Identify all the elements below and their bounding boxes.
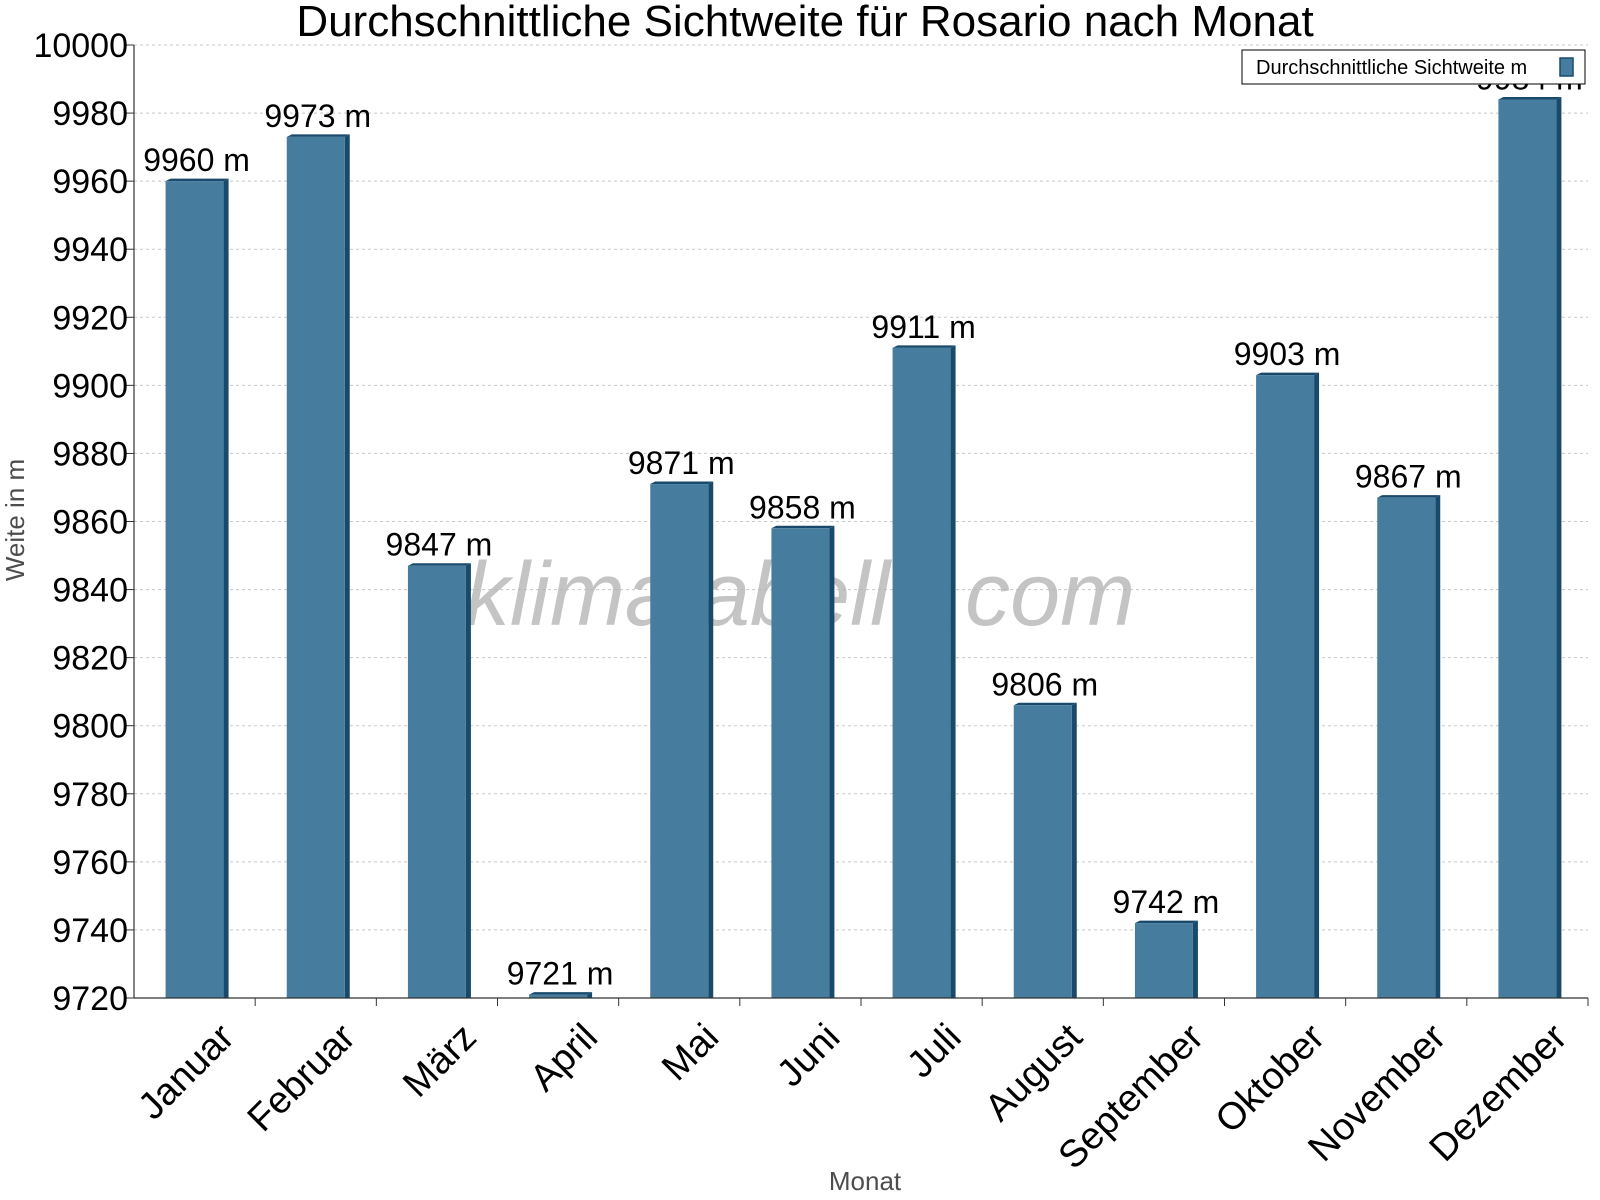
bar-top: [650, 481, 714, 485]
bar: [650, 484, 709, 999]
y-tick-label: 9900: [52, 367, 128, 405]
y-tick-label: 9720: [52, 980, 128, 1018]
data-label: 9867 m: [1355, 459, 1462, 495]
bar-top: [1377, 495, 1441, 498]
x-tick-label: Juli: [899, 1016, 969, 1086]
data-label: 9903 m: [1234, 336, 1341, 372]
bar-side: [465, 563, 471, 998]
bar-side: [1435, 495, 1441, 998]
y-tick-label: 9860: [52, 504, 128, 542]
data-label: 9742 m: [1113, 884, 1220, 920]
y-tick-label: 9780: [52, 776, 128, 814]
x-tick-label: Februar: [240, 1016, 364, 1140]
bar: [286, 136, 345, 998]
bar-top: [892, 345, 956, 348]
legend-swatch: [1559, 57, 1574, 77]
data-label: 9806 m: [991, 666, 1098, 702]
data-label: 9911 m: [871, 309, 975, 345]
bar: [1377, 497, 1436, 998]
y-tick-label: 9940: [52, 231, 128, 269]
bar-side: [708, 481, 714, 999]
bar-side: [1314, 372, 1320, 998]
bar: [165, 181, 224, 999]
bar-side: [1556, 96, 1562, 998]
data-label: 9960 m: [143, 142, 250, 178]
data-label: 9721 m: [507, 956, 614, 992]
x-tick-label: März: [395, 1016, 484, 1105]
bar-top: [1498, 96, 1562, 100]
bar: [892, 347, 951, 998]
y-tick-label: 9920: [52, 299, 128, 337]
y-tick-label: 9960: [52, 163, 128, 201]
y-tick-label: 9820: [52, 640, 128, 678]
x-tick-label: Mai: [654, 1016, 727, 1089]
legend-series-label: Durchschnittliche Sichtweite m: [1256, 57, 1527, 79]
bar-side: [587, 992, 593, 998]
legend: Durchschnittliche Sichtweite m: [1241, 49, 1586, 85]
bar-side: [223, 178, 229, 999]
y-axis-title: Weite in m: [0, 459, 30, 581]
bar: [1013, 705, 1072, 998]
bar: [1256, 375, 1315, 998]
data-label: 9858 m: [749, 489, 856, 525]
bar-top: [529, 992, 593, 995]
data-label: 9847 m: [386, 527, 493, 563]
bar-side: [344, 134, 350, 998]
bar: [771, 528, 830, 998]
y-tick-labels: 9720 9740 9760 9780 9800 9820 9840 9860 9880 9900…: [33, 27, 128, 1018]
y-tick-label: 9880: [52, 435, 128, 473]
y-tick-label: 9980: [52, 95, 128, 133]
bar-side: [1192, 920, 1198, 998]
bar-side: [950, 345, 956, 998]
bar: [1134, 923, 1193, 998]
gridlines: [134, 44, 1588, 931]
bar: [407, 565, 466, 998]
axes: [126, 44, 1589, 1006]
x-tick-label: April: [522, 1016, 605, 1099]
x-tick-label: Juni: [769, 1016, 848, 1095]
y-tick-label: 10000: [33, 27, 128, 65]
bar: [1498, 99, 1557, 998]
x-tick-label: Oktober: [1208, 1016, 1334, 1142]
bar-top: [165, 178, 229, 182]
x-tick-label: August: [977, 1016, 1091, 1130]
bar-top: [1013, 702, 1077, 706]
x-tick-label: Januar: [131, 1016, 243, 1128]
chart-title: Durchschnittliche Sichtweite für Rosario…: [296, 0, 1313, 46]
bar-side: [1071, 702, 1077, 998]
data-label: 9973 m: [264, 98, 371, 134]
y-tick-label: 9800: [52, 708, 128, 746]
y-tick-label: 9740: [52, 912, 128, 950]
bar-top: [286, 134, 350, 137]
y-tick-label: 9760: [52, 844, 128, 882]
bar-top: [771, 525, 835, 529]
data-label: 9871 m: [628, 445, 735, 481]
bar-top: [1134, 920, 1198, 924]
bar: [529, 994, 588, 998]
bar-top: [1256, 372, 1320, 376]
bar-side: [829, 525, 835, 998]
y-tick-label: 9840: [52, 572, 128, 610]
bars: [165, 96, 1562, 999]
legend-box: [1241, 49, 1586, 85]
x-axis-title: Monat: [829, 1166, 902, 1196]
bar-top: [407, 563, 471, 566]
data-labels: 9960 m 9973 m 9847 m 9721 m 9871 m 9858 m 9911…: [143, 60, 1583, 991]
